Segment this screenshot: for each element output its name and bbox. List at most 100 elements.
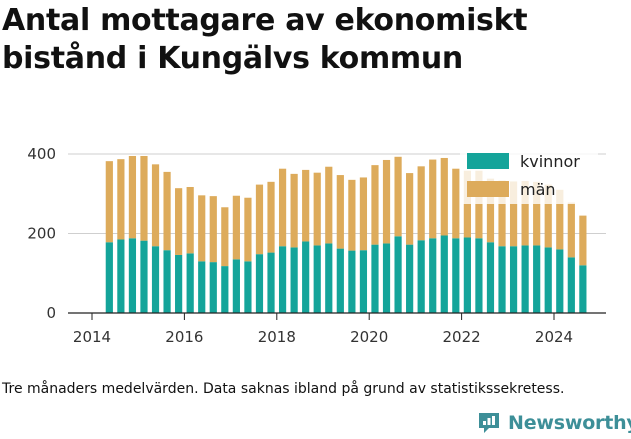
legend-label-kvinnor: kvinnor xyxy=(520,152,580,171)
legend: kvinnor män xyxy=(460,146,598,204)
newsworthy-brand[interactable]: Newsworthy xyxy=(476,408,631,438)
bar-man-2022-Q2 xyxy=(475,170,483,239)
bar-man-2018-Q3 xyxy=(302,169,310,242)
bar-kvinnor-2021-Q3 xyxy=(440,235,448,313)
bar-kvinnor-2019-Q4 xyxy=(359,250,368,313)
bar-man-2024-Q1 xyxy=(556,189,564,250)
bar-man-2022-Q4 xyxy=(498,180,506,247)
bar-man-2023-Q1 xyxy=(509,181,518,247)
bar-man-2016-Q1 xyxy=(186,186,194,254)
bar-man-2017-Q1 xyxy=(232,195,240,260)
bar-man-2017-Q2 xyxy=(244,197,252,262)
bar-kvinnor-2018-Q3 xyxy=(302,241,310,313)
bar-kvinnor-2024-Q1 xyxy=(556,249,564,313)
bar-man-2021-Q1 xyxy=(417,166,425,241)
bar-kvinnor-2014-Q2 xyxy=(105,242,113,313)
bar-man-2021-Q4 xyxy=(452,168,460,239)
bar-man-2019-Q3 xyxy=(348,179,356,251)
bar-kvinnor-2015-Q2 xyxy=(151,246,160,313)
bar-kvinnor-2014-Q3 xyxy=(117,239,125,313)
bar-kvinnor-2017-Q4 xyxy=(267,252,275,313)
bar-man-2018-Q2 xyxy=(290,173,298,248)
bar-kvinnor-2018-Q1 xyxy=(278,246,287,313)
bar-kvinnor-2021-Q2 xyxy=(429,238,437,313)
bar-kvinnor-2020-Q1 xyxy=(371,244,379,313)
bar-kvinnor-2023-Q1 xyxy=(509,246,518,313)
bar-kvinnor-2022-Q2 xyxy=(475,238,483,313)
bar-man-2020-Q1 xyxy=(371,165,379,245)
bar-kvinnor-2015-Q4 xyxy=(175,254,183,313)
bar-man-2014-Q2 xyxy=(105,161,113,243)
chart-caption: Tre månaders medelvärden. Data saknas ib… xyxy=(2,381,565,397)
bar-man-2016-Q3 xyxy=(209,196,217,263)
bar-man-2022-Q3 xyxy=(486,178,495,243)
bar-kvinnor-2022-Q4 xyxy=(498,246,506,313)
bar-kvinnor-2018-Q4 xyxy=(313,245,321,313)
x-tick-label-2018: 2018 xyxy=(258,328,296,346)
bar-man-2021-Q3 xyxy=(440,157,448,236)
bar-kvinnor-2020-Q2 xyxy=(382,243,391,313)
bar-man-2019-Q1 xyxy=(325,166,333,244)
bar-kvinnor-2024-Q2 xyxy=(567,257,575,313)
bar-kvinnor-2018-Q2 xyxy=(290,247,298,313)
bar-kvinnor-2016-Q1 xyxy=(186,253,194,313)
bar-kvinnor-2017-Q1 xyxy=(232,259,240,313)
bar-man-2015-Q3 xyxy=(163,171,171,251)
bar-kvinnor-2021-Q1 xyxy=(417,240,425,313)
bar-man-2020-Q4 xyxy=(406,173,414,245)
bar-kvinnor-2022-Q3 xyxy=(486,242,495,313)
bar-kvinnor-2020-Q4 xyxy=(406,244,414,313)
bar-man-2023-Q4 xyxy=(544,184,552,248)
x-tick-label-2014: 2014 xyxy=(73,328,111,346)
bar-man-2021-Q2 xyxy=(429,159,437,239)
bar-man-2014-Q4 xyxy=(128,155,137,239)
bar-kvinnor-2017-Q2 xyxy=(244,261,252,313)
bar-kvinnor-2020-Q3 xyxy=(394,236,402,313)
legend-swatch-kvinnor xyxy=(467,153,509,169)
x-tick-label-2022: 2022 xyxy=(443,328,481,346)
chart-title: Antal mottagare av ekonomiskt bistånd i … xyxy=(2,3,528,76)
bar-kvinnor-2023-Q3 xyxy=(533,245,541,313)
bar-kvinnor-2019-Q3 xyxy=(348,250,356,313)
legend-label-man: män xyxy=(520,180,556,199)
bar-man-2015-Q2 xyxy=(151,164,160,247)
bar-man-2019-Q4 xyxy=(359,177,368,251)
bar-kvinnor-2016-Q4 xyxy=(221,266,229,313)
bar-kvinnor-2019-Q1 xyxy=(325,243,333,313)
bar-kvinnor-2019-Q2 xyxy=(336,248,344,313)
bar-kvinnor-2021-Q4 xyxy=(452,238,460,313)
bar-kvinnor-2015-Q3 xyxy=(163,250,171,313)
bar-man-2018-Q1 xyxy=(278,168,287,247)
bar-kvinnor-2017-Q3 xyxy=(255,254,264,313)
bar-man-2020-Q3 xyxy=(394,156,402,237)
bars xyxy=(105,155,587,313)
bar-kvinnor-2023-Q2 xyxy=(521,245,529,313)
bar-man-2022-Q1 xyxy=(463,170,471,238)
brand-name: Newsworthy xyxy=(508,412,631,434)
bar-man-2017-Q4 xyxy=(267,181,275,253)
bar-man-2014-Q3 xyxy=(117,159,125,240)
y-tick-label-400: 400 xyxy=(27,145,56,163)
bar-man-2024-Q2 xyxy=(567,202,575,258)
bar-kvinnor-2014-Q4 xyxy=(128,238,137,313)
x-tick-label-2020: 2020 xyxy=(350,328,388,346)
bar-kvinnor-2022-Q1 xyxy=(463,237,471,313)
bar-man-2017-Q3 xyxy=(255,184,264,255)
bar-chart: 0 200 400 2014 2016 2018 2020 2022 2024 kvinnor … xyxy=(27,145,606,346)
bar-man-2016-Q4 xyxy=(221,207,229,267)
bar-man-2015-Q1 xyxy=(140,155,148,241)
bar-kvinnor-2016-Q3 xyxy=(209,262,217,313)
bar-man-2024-Q3 xyxy=(579,215,587,266)
axes: 0 200 400 2014 2016 2018 2020 2022 2024 xyxy=(27,145,606,346)
bar-man-2016-Q2 xyxy=(198,195,206,262)
bar-kvinnor-2016-Q2 xyxy=(198,261,206,313)
y-tick-label-200: 200 xyxy=(27,225,56,243)
y-tick-label-0: 0 xyxy=(46,304,56,322)
bar-kvinnor-2024-Q3 xyxy=(579,265,587,313)
legend-swatch-man xyxy=(467,181,509,197)
bar-kvinnor-2015-Q1 xyxy=(140,240,148,313)
bar-man-2019-Q2 xyxy=(336,175,344,249)
x-tick-label-2024: 2024 xyxy=(535,328,573,346)
newsworthy-logo-icon xyxy=(479,413,499,433)
bar-man-2023-Q3 xyxy=(533,181,541,246)
